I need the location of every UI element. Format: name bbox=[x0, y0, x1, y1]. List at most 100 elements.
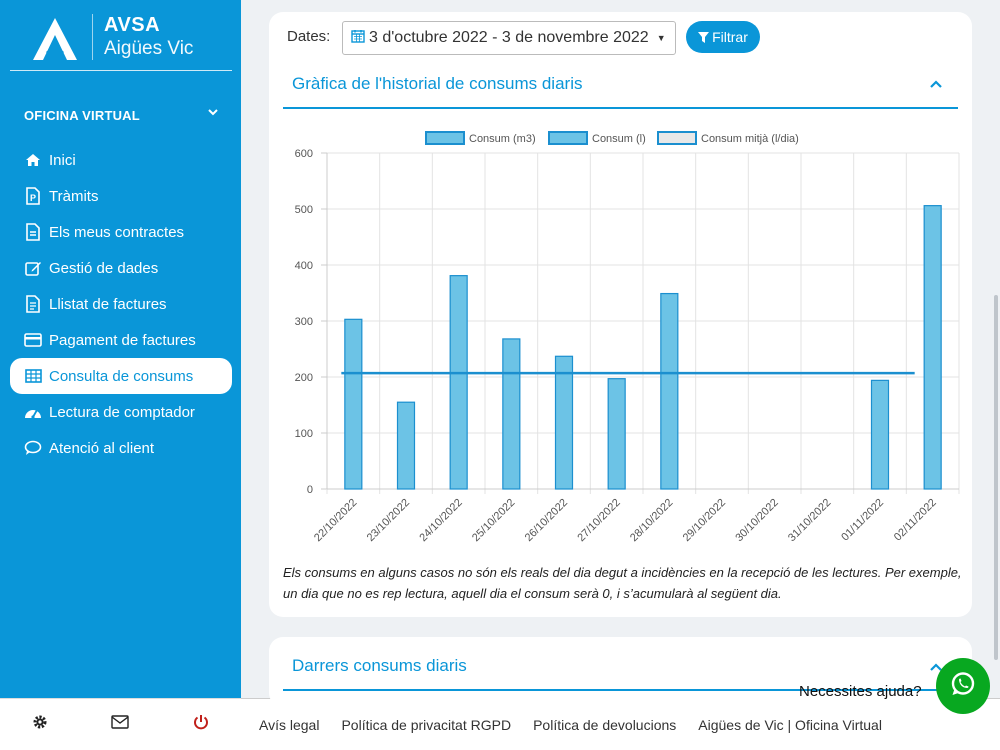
sidebar-item-label: Consulta de consums bbox=[49, 367, 194, 385]
legend-label: Consum (m3) bbox=[469, 133, 536, 145]
section-oficina-virtual[interactable]: OFICINA VIRTUAL bbox=[24, 108, 219, 123]
legend-label: Consum mitjà (l/dia) bbox=[701, 133, 799, 145]
whatsapp-icon bbox=[949, 670, 977, 703]
x-tick-label: 25/10/2022 bbox=[470, 497, 517, 544]
last-consumptions-divider bbox=[283, 689, 958, 691]
brand[interactable]: AVSA Aigües Vic bbox=[10, 8, 232, 71]
sidebar-item-contractes[interactable]: Els meus contractes bbox=[10, 214, 232, 250]
y-tick-label: 100 bbox=[295, 428, 313, 440]
chart-x-ticks: 22/10/2022 23/10/2022 24/10/2022 25/10/2022… bbox=[312, 497, 939, 544]
sidebar-item-inici[interactable]: Inici bbox=[10, 142, 232, 178]
help-text: Necessites ajuda? bbox=[799, 683, 922, 700]
chart-panel-title[interactable]: Gràfica de l'historial de consums diaris bbox=[292, 74, 583, 93]
whatsapp-button[interactable] bbox=[936, 658, 990, 714]
mail-icon[interactable] bbox=[111, 715, 130, 734]
sidebar-item-gestio-dades[interactable]: Gestió de dades bbox=[10, 250, 232, 286]
chart-legend: Consum (m3) Consum (l) Consum mitjà (l/dia… bbox=[425, 131, 799, 145]
sidebar-item-label: Llistat de factures bbox=[49, 295, 167, 313]
footer-link-privacitat[interactable]: Política de privacitat RGPD bbox=[341, 716, 512, 733]
x-tick-label: 26/10/2022 bbox=[523, 497, 570, 544]
sidebar-item-label: Tràmits bbox=[49, 187, 99, 205]
brand-name: AVSA bbox=[104, 14, 161, 36]
y-tick-label: 500 bbox=[295, 204, 313, 216]
chart-bar bbox=[870, 379, 890, 490]
section-title: OFICINA VIRTUAL bbox=[24, 108, 140, 123]
chart-grid bbox=[321, 152, 960, 494]
chevron-down-icon bbox=[207, 106, 219, 121]
date-range-value: 3 d'octubre 2022 - 3 de novembre 2022 bbox=[369, 29, 649, 46]
sidebar-item-atencio-client[interactable]: Atenció al client bbox=[10, 430, 232, 466]
home-icon bbox=[24, 151, 42, 169]
y-tick-label: 200 bbox=[295, 372, 313, 384]
footer-link-devolucions[interactable]: Política de devolucions bbox=[533, 716, 677, 733]
sidebar-item-lectura-comptador[interactable]: Lectura de comptador bbox=[10, 394, 232, 430]
x-tick-label: 22/10/2022 bbox=[312, 497, 359, 544]
legend-label: Consum (l) bbox=[592, 133, 646, 145]
chart-bar bbox=[607, 378, 626, 490]
sidebar-item-pagament-factures[interactable]: Pagament de factures bbox=[10, 322, 232, 358]
x-tick-label: 01/11/2022 bbox=[839, 497, 886, 544]
page-scrollbar[interactable] bbox=[994, 295, 998, 660]
gauge-icon bbox=[24, 403, 42, 421]
chart-bar bbox=[396, 401, 416, 490]
svg-text:P: P bbox=[30, 193, 36, 203]
brand-separator bbox=[92, 14, 93, 60]
chart-panel-divider bbox=[283, 107, 958, 109]
chat-icon bbox=[24, 439, 42, 457]
x-tick-label: 24/10/2022 bbox=[417, 497, 464, 544]
avsa-logo-icon bbox=[33, 18, 77, 60]
sidebar-item-label: Gestió de dades bbox=[49, 259, 159, 277]
calendar-icon bbox=[351, 29, 365, 48]
sidebar: AVSA Aigües Vic OFICINA VIRTUAL Inici P … bbox=[0, 0, 241, 698]
consumption-chart: Consum (m3) Consum (l) Consum mitjà (l/dia… bbox=[295, 131, 960, 544]
legend-swatch bbox=[657, 131, 697, 145]
sidebar-item-label: Inici bbox=[49, 151, 76, 169]
sidebar-item-label: Lectura de comptador bbox=[49, 403, 195, 421]
chart-note: Els consums en alguns casos no són els r… bbox=[283, 565, 962, 601]
edit-icon bbox=[24, 259, 42, 277]
chart-bar bbox=[502, 338, 521, 490]
x-tick-label: 23/10/2022 bbox=[365, 497, 412, 544]
invoice-icon bbox=[24, 295, 42, 313]
caret-down-icon: ▼ bbox=[656, 33, 666, 43]
x-tick-label: 30/10/2022 bbox=[733, 497, 780, 544]
chart-bar bbox=[660, 292, 679, 490]
gear-icon[interactable] bbox=[32, 714, 48, 735]
chart-card: Dates: 3 d'octubre 2022 - 3 de novembre … bbox=[269, 12, 972, 617]
chart-bar bbox=[344, 318, 363, 490]
chart-bar bbox=[449, 275, 468, 490]
y-tick-label: 400 bbox=[295, 260, 313, 272]
sidebar-item-consulta-consums[interactable]: Consulta de consums bbox=[10, 358, 232, 394]
chart-bars bbox=[344, 205, 942, 490]
sidebar-bottom-bar bbox=[0, 698, 241, 750]
filter-icon bbox=[698, 31, 710, 43]
document-p-icon: P bbox=[24, 187, 42, 205]
sidebar-item-tramits[interactable]: P Tràmits bbox=[10, 178, 232, 214]
y-tick-label: 600 bbox=[295, 148, 313, 160]
footer-link-oficina-virtual[interactable]: Aigües de Vic | Oficina Virtual bbox=[698, 716, 882, 733]
filter-button[interactable]: Filtrar bbox=[686, 21, 760, 53]
date-range-picker[interactable]: 3 d'octubre 2022 - 3 de novembre 2022 ▼ bbox=[342, 21, 676, 55]
last-consumptions-title[interactable]: Darrers consums diaris bbox=[292, 656, 467, 675]
sidebar-item-label: Atenció al client bbox=[49, 439, 155, 457]
credit-card-icon bbox=[24, 331, 42, 349]
chart-bar bbox=[923, 205, 942, 490]
y-tick-label: 0 bbox=[307, 484, 313, 496]
y-tick-label: 300 bbox=[295, 316, 313, 328]
table-icon bbox=[24, 367, 42, 385]
chart-bar bbox=[554, 355, 574, 490]
sidebar-item-llistat-factures[interactable]: Llistat de factures bbox=[10, 286, 232, 322]
chevron-up-icon[interactable] bbox=[929, 659, 943, 675]
chevron-up-icon[interactable] bbox=[929, 76, 943, 92]
legend-swatch bbox=[425, 131, 465, 145]
last-consumptions-card: Darrers consums diaris bbox=[269, 637, 972, 707]
x-tick-label: 02/11/2022 bbox=[892, 497, 939, 544]
power-icon[interactable] bbox=[193, 714, 209, 735]
footer-link-avis-legal[interactable]: Avís legal bbox=[259, 716, 320, 733]
chart-y-ticks: 0 100 200 300 400 500 600 bbox=[295, 148, 313, 496]
sidebar-item-label: Pagament de factures bbox=[49, 331, 196, 349]
brand-subtitle: Aigües Vic bbox=[104, 38, 194, 59]
x-tick-label: 31/10/2022 bbox=[786, 497, 833, 544]
file-icon bbox=[24, 223, 42, 241]
filter-button-label: Filtrar bbox=[712, 29, 748, 45]
